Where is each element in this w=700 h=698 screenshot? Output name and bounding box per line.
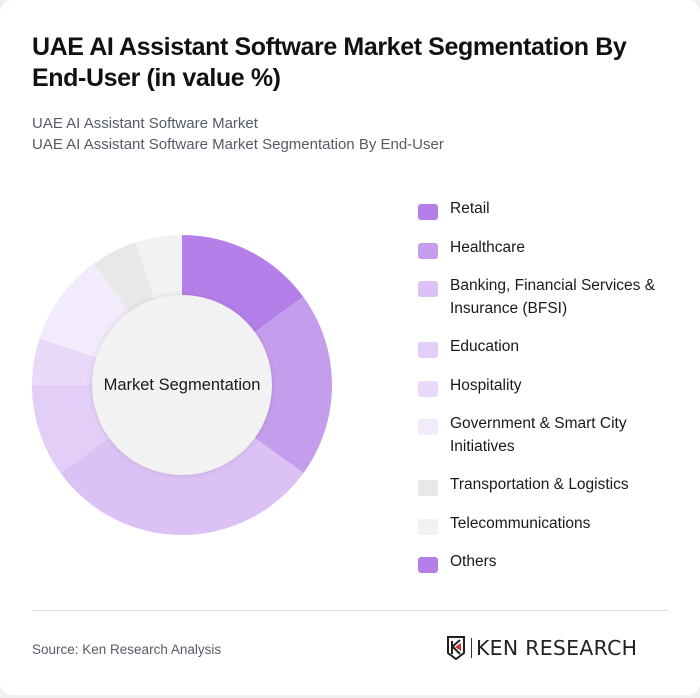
legend-item-retail[interactable]: Retail (418, 198, 678, 221)
legend-label: Education (450, 338, 519, 355)
legend-item-bfsi[interactable]: Banking, Financial Services & Insurance … (418, 275, 678, 320)
donut-hole (92, 295, 272, 475)
subtitle-line-1: UAE AI Assistant Software Market (32, 115, 258, 132)
legend-item-telecommunications[interactable]: Telecommunications (418, 513, 678, 536)
legend-label: Banking, Financial Services & Insurance … (450, 277, 656, 317)
logo-divider (471, 638, 472, 658)
ken-research-logo: KEN RESEARCH (447, 636, 638, 660)
legend-item-hospitality[interactable]: Hospitality (418, 375, 678, 398)
legend-item-transportation[interactable]: Transportation & Logistics (418, 474, 678, 497)
chart-legend: Retail Healthcare Banking, Financial Ser… (418, 198, 678, 574)
legend-label: Retail (450, 200, 490, 217)
legend-item-education[interactable]: Education (418, 336, 678, 359)
legend-label: Others (450, 553, 497, 570)
ken-research-shield-icon (447, 636, 465, 660)
legend-item-government[interactable]: Government & Smart City Initiatives (418, 413, 678, 458)
legend-swatch (418, 557, 438, 573)
legend-label: Hospitality (450, 376, 522, 394)
chart-title: UAE AI Assistant Software Market Segment… (32, 33, 627, 92)
legend-swatch (418, 419, 438, 435)
legend-swatch (418, 342, 438, 358)
footer-divider (32, 610, 668, 611)
donut-center-label: Market Segmentation (103, 375, 261, 394)
legend-swatch (418, 204, 438, 220)
logo-text: KEN RESEARCH (476, 636, 638, 660)
legend-label: Government & Smart City Initiatives (450, 415, 627, 455)
legend-label: Telecommunications (450, 514, 591, 532)
legend-swatch (418, 518, 438, 535)
legend-item-healthcare[interactable]: Healthcare (418, 237, 678, 260)
legend-swatch (418, 480, 438, 496)
chart-subtitle: UAE AI Assistant Software Market UAE AI … (32, 113, 444, 155)
donut-chart (32, 235, 332, 535)
legend-swatch (418, 281, 438, 297)
source-note: Source: Ken Research Analysis (32, 642, 222, 657)
subtitle-line-2: UAE AI Assistant Software Market Segment… (32, 136, 444, 153)
legend-label: Healthcare (450, 238, 525, 256)
legend-swatch (418, 380, 438, 397)
legend-swatch (418, 242, 438, 259)
legend-item-others[interactable]: Others (418, 551, 678, 574)
legend-label: Transportation & Logistics (450, 476, 629, 493)
